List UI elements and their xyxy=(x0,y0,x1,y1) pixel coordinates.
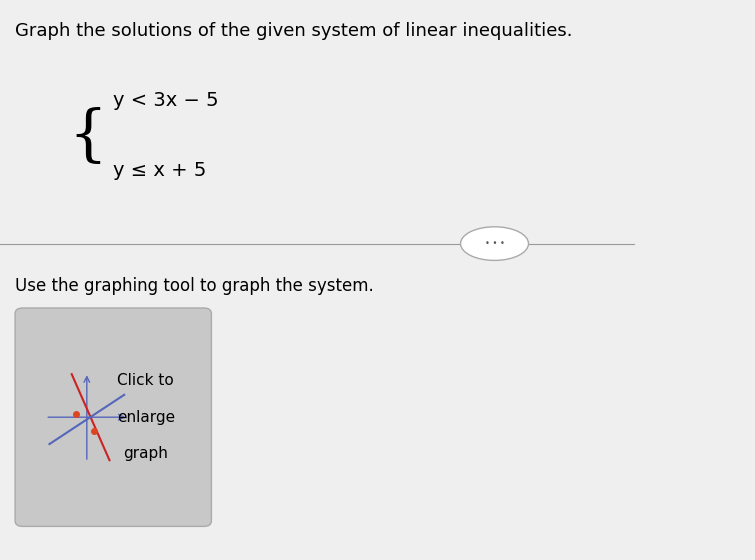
Text: Click to: Click to xyxy=(118,374,174,388)
Text: graph: graph xyxy=(123,446,168,461)
Text: • • •: • • • xyxy=(485,239,504,248)
Text: y ≤ x + 5: y ≤ x + 5 xyxy=(113,161,207,180)
Text: y < 3x − 5: y < 3x − 5 xyxy=(113,91,219,110)
FancyBboxPatch shape xyxy=(15,308,211,526)
Text: enlarge: enlarge xyxy=(117,410,175,424)
Ellipse shape xyxy=(461,227,528,260)
Text: Graph the solutions of the given system of linear inequalities.: Graph the solutions of the given system … xyxy=(15,22,572,40)
Text: Use the graphing tool to graph the system.: Use the graphing tool to graph the syste… xyxy=(15,277,374,295)
Text: {: { xyxy=(68,107,106,167)
